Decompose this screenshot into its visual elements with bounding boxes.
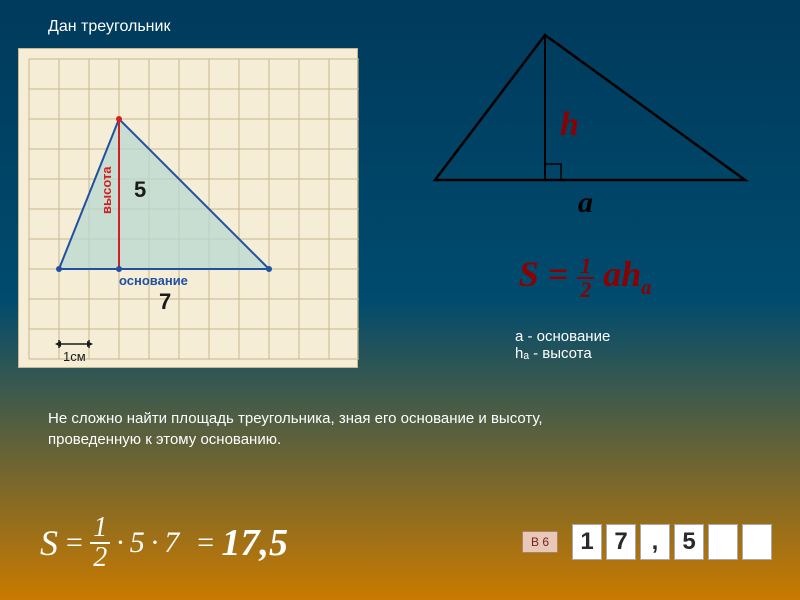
- formula-triangle: h a: [420, 20, 760, 220]
- answer-row: В 6 1 7 , 5: [522, 524, 772, 560]
- h-label: h: [560, 106, 579, 143]
- height-text: высота: [99, 166, 114, 214]
- explanation: Не сложно найти площадь треугольника, зн…: [48, 408, 543, 450]
- page-title: Дан треугольник: [48, 18, 170, 36]
- definitions: a - основание hₐ - высота: [395, 328, 775, 388]
- area-formula: S = 12 aha: [395, 242, 775, 312]
- def-a: a - основание: [515, 328, 775, 345]
- height-value: 5: [134, 177, 146, 202]
- def-h: hₐ - высота: [515, 345, 775, 362]
- answer-cell[interactable]: [742, 524, 772, 560]
- answer-cell[interactable]: 7: [606, 524, 636, 560]
- base-value: 7: [159, 289, 171, 314]
- grid-diagram: 5 высота основание 7 1см: [18, 48, 358, 368]
- answer-cell[interactable]: 1: [572, 524, 602, 560]
- calculation: S = 12 ·5·7 =17,5: [40, 514, 288, 572]
- answer-cell[interactable]: [708, 524, 738, 560]
- a-label: a: [578, 186, 593, 219]
- base-text: основание: [119, 273, 188, 288]
- scale-label: 1см: [63, 349, 86, 364]
- answer-cell[interactable]: 5: [674, 524, 704, 560]
- answer-button[interactable]: В 6: [522, 531, 558, 553]
- answer-cell[interactable]: ,: [640, 524, 670, 560]
